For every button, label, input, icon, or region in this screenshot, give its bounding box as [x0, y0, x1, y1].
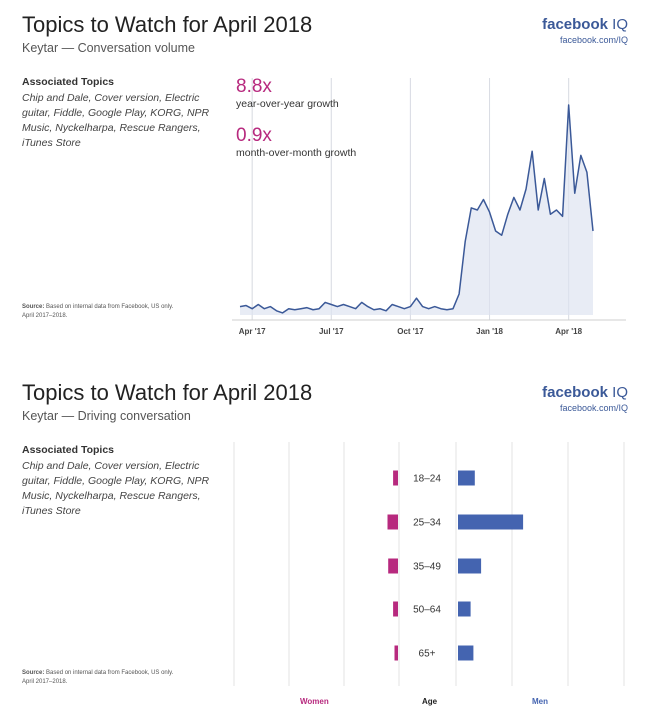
associated-topics-heading: Associated Topics: [22, 444, 114, 456]
brand-name-light: IQ: [612, 384, 628, 401]
brand-name-bold: facebook: [542, 16, 608, 33]
age-category-label: 18–24: [413, 474, 441, 485]
page-subtitle: Keytar — Conversation volume: [22, 41, 195, 55]
age-category-label: 65+: [419, 649, 436, 660]
source-period: April 2017–2018.: [22, 313, 68, 319]
demographics-chart: 18–24 25–34 35–49 50–64 65+: [233, 442, 625, 686]
women-bar: [394, 645, 398, 661]
source-label: Source:: [22, 670, 45, 676]
x-tick-label: Jan '18: [476, 327, 503, 336]
facebook-iq-logo: facebook IQ facebook.com/IQ: [542, 384, 628, 413]
brand-name-bold: facebook: [542, 384, 608, 401]
driving-conversation-panel: Topics to Watch for April 2018 Keytar — …: [0, 368, 650, 726]
associated-topics-list: Chip and Dale, Cover version, Electric g…: [22, 460, 210, 517]
series-area: [240, 105, 593, 315]
age-category-label: 25–34: [413, 518, 441, 529]
men-bar: [458, 514, 524, 530]
men-bar: [458, 645, 474, 661]
conversation-volume-chart: Apr '17 Jul '17 Oct '17 Jan '18 Apr '18: [232, 78, 626, 336]
women-bar: [393, 601, 398, 617]
x-tick-label: Jul '17: [319, 327, 344, 336]
source-note: Source: Based on internal data from Face…: [22, 669, 222, 687]
age-category-label: 50–64: [413, 605, 441, 616]
associated-topics-list: Chip and Dale, Cover version, Electric g…: [22, 92, 210, 149]
associated-topics-heading: Associated Topics: [22, 76, 114, 88]
series-line: [239, 104, 594, 314]
associated-topics: Associated Topics Chip and Dale, Cover v…: [22, 76, 212, 151]
x-tick-label: Oct '17: [397, 327, 424, 336]
yoy-growth-label: year-over-year growth: [236, 98, 339, 110]
source-note: Source: Based on internal data from Face…: [22, 303, 222, 321]
men-bar: [458, 558, 482, 574]
facebook-iq-logo: facebook IQ facebook.com/IQ: [542, 16, 628, 45]
women-bar: [388, 558, 398, 574]
page-subtitle: Keytar — Driving conversation: [22, 409, 191, 423]
age-category-label: 35–49: [413, 562, 441, 573]
page-title: Topics to Watch for April 2018: [22, 380, 313, 405]
brand-url: facebook.com/IQ: [559, 403, 628, 413]
x-tick-label: Apr '18: [555, 327, 582, 336]
source-label: Source:: [22, 304, 45, 310]
women-bar: [393, 470, 398, 486]
yoy-growth-value: 8.8x: [236, 76, 272, 97]
conversation-volume-panel: Topics to Watch for April 2018 Keytar — …: [0, 0, 650, 352]
mom-growth-value: 0.9x: [236, 125, 272, 146]
mom-growth: 0.9x month-over-month growth: [236, 125, 356, 160]
source-period: April 2017–2018.: [22, 679, 68, 685]
mom-growth-label: month-over-month growth: [236, 147, 357, 159]
source-text: Based on internal data from Facebook, US…: [46, 670, 174, 676]
men-bar: [458, 601, 471, 617]
associated-topics: Associated Topics Chip and Dale, Cover v…: [22, 444, 212, 519]
age-label: Age: [422, 697, 438, 706]
brand-name-light: IQ: [612, 16, 628, 33]
brand-url: facebook.com/IQ: [559, 35, 628, 45]
age-label-column: [401, 442, 455, 686]
x-tick-label: Apr '17: [239, 327, 266, 336]
yoy-growth: 8.8x year-over-year growth: [236, 76, 339, 111]
women-label: Women: [300, 697, 329, 706]
men-bar: [458, 470, 475, 486]
source-text: Based on internal data from Facebook, US…: [46, 304, 174, 310]
page-title: Topics to Watch for April 2018: [22, 12, 313, 37]
men-label: Men: [532, 697, 548, 706]
women-bar: [387, 514, 398, 530]
